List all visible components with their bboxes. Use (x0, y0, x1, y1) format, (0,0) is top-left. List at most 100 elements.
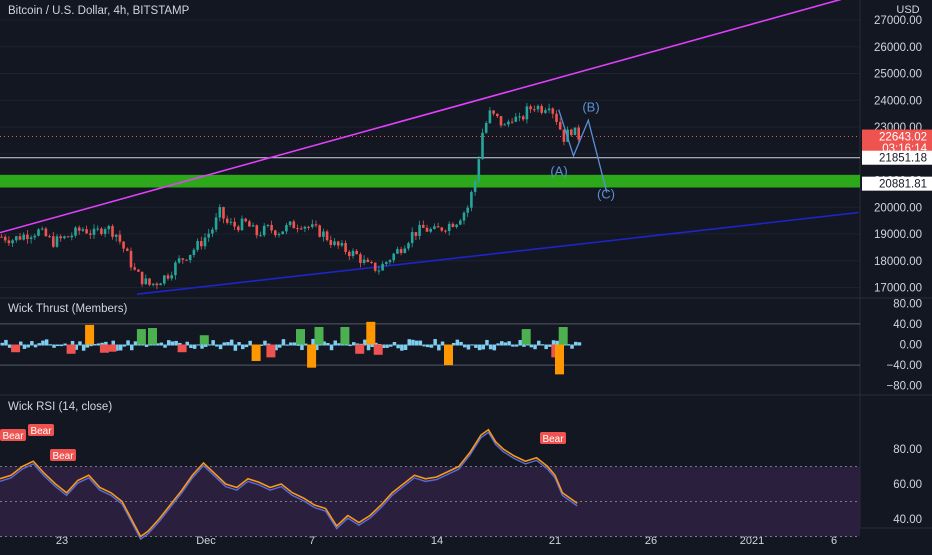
candle-body (174, 262, 177, 276)
thrust-bar (303, 343, 308, 346)
price-tick-label: 27000.00 (874, 15, 922, 27)
candle-body (277, 234, 281, 236)
thrust-bar (218, 344, 223, 350)
wick-thrust-title: Wick Thrust (Members) (8, 303, 128, 315)
candle-body (15, 236, 18, 241)
thrust-bar (555, 340, 559, 346)
thrust-tick-label: −80.00 (887, 381, 923, 393)
candle-body (473, 180, 477, 192)
thrust-bar (500, 341, 504, 346)
candle-body (270, 224, 273, 231)
candle-body (77, 227, 81, 231)
candle-body (26, 234, 29, 240)
thrust-bar (518, 339, 522, 346)
candle-body (418, 224, 421, 236)
thrust-bar (352, 342, 356, 346)
thrust-tick-label: −40.00 (887, 360, 923, 372)
thrust-bar (570, 344, 574, 349)
time-tick-label: 6 (831, 535, 837, 547)
thrust-bar (274, 344, 278, 351)
thrust-bar (463, 344, 467, 348)
thrust-bar (544, 344, 548, 350)
candle-body (262, 225, 266, 236)
candle-body (344, 243, 347, 252)
thrust-bar (222, 342, 226, 346)
rsi-tick-label: 80.00 (893, 444, 922, 456)
thrust-bar (511, 344, 515, 347)
candle-body (22, 234, 25, 240)
thrust-bar (496, 343, 500, 346)
thrust-spike (558, 326, 568, 345)
candle-body (492, 110, 495, 114)
thrust-bar (241, 344, 245, 350)
candle-body (466, 207, 469, 213)
thrust-bar (26, 344, 30, 348)
candle-body (48, 236, 51, 238)
price-tick-label: 19000.00 (874, 229, 922, 241)
wave-label: (C) (597, 187, 615, 202)
thrust-bar (333, 340, 337, 346)
price-tag-label: 21851.18 (879, 153, 927, 165)
candle-body (440, 227, 444, 231)
candle-body (551, 108, 555, 114)
candle-body (510, 121, 514, 123)
thrust-bar (503, 342, 508, 346)
thrust-bar (466, 344, 471, 350)
thrust-bar (574, 341, 578, 346)
thrust-bar (296, 344, 300, 346)
candle-body (477, 159, 481, 181)
candle-body (533, 109, 536, 111)
price-tag (862, 176, 932, 191)
thrust-bar (411, 339, 415, 346)
thrust-bar (418, 340, 423, 346)
candle-body (126, 248, 129, 251)
candle-body (488, 110, 492, 124)
thrust-bar (93, 344, 97, 346)
candle-body (414, 232, 418, 236)
thrust-bar (348, 344, 352, 347)
thrust-bar (403, 344, 408, 351)
thrust-bar (100, 342, 104, 346)
thrust-bar (226, 342, 230, 346)
candle-body (81, 229, 85, 231)
thrust-bar (30, 341, 34, 346)
thrust-bar (111, 340, 115, 346)
candle-body (311, 224, 314, 227)
thrust-spike (99, 344, 109, 353)
bear-badge (540, 432, 566, 444)
candle-body (518, 116, 521, 118)
thrust-bar (455, 339, 460, 346)
thrust-bar (104, 341, 108, 346)
thrust-spike (11, 344, 21, 353)
thrust-bar (315, 344, 319, 351)
thrust-bar (278, 344, 282, 348)
thrust-bar (340, 343, 345, 346)
thrust-bar (174, 340, 178, 346)
candle-body (259, 235, 262, 237)
candle-body (484, 123, 488, 133)
thrust-bar (392, 342, 397, 346)
thrust-bar (33, 344, 38, 348)
candle-body (52, 236, 55, 247)
candle-body (307, 226, 310, 228)
wick-rsi-title: Wick RSI (14, close) (8, 401, 113, 413)
candle-body (396, 249, 399, 254)
thrust-spike (251, 344, 261, 361)
candle-body (55, 236, 59, 247)
thrust-bar (215, 344, 219, 347)
thrust-bar (248, 340, 252, 346)
wave-label: (B) (582, 99, 599, 114)
candle-body (66, 236, 70, 238)
candle-body (359, 254, 362, 263)
thrust-bar (96, 343, 101, 346)
thrust-spike (555, 344, 564, 375)
thrust-bar (488, 344, 493, 350)
rsi-slow-line (0, 431, 578, 541)
bear-badge (0, 429, 26, 441)
thrust-spike (307, 344, 317, 368)
thrust-bar (355, 343, 360, 346)
candle-body (222, 207, 225, 219)
candle-body (373, 262, 377, 271)
